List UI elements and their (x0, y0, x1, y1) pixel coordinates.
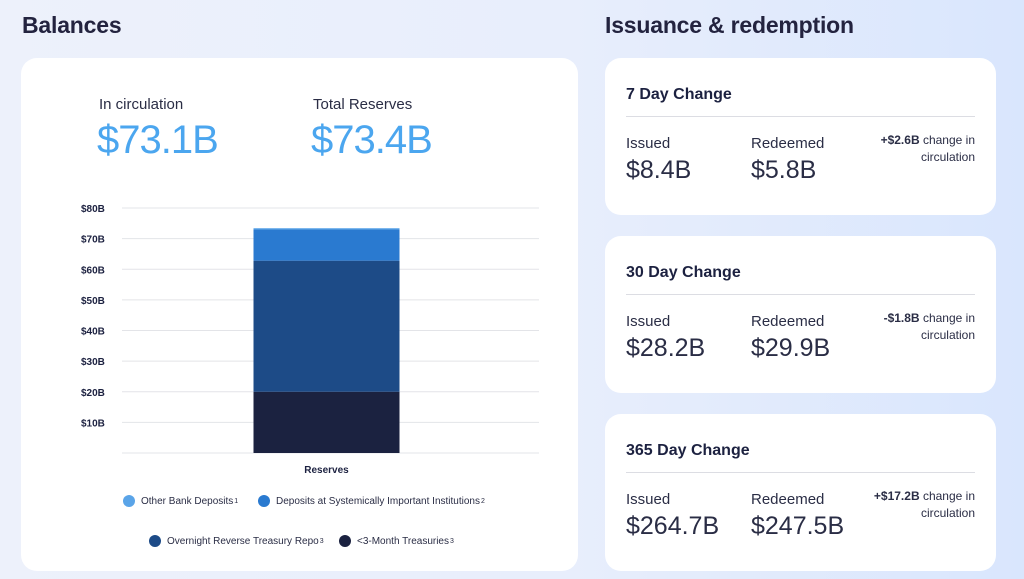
y-tick-label: $70B (81, 235, 105, 246)
issued-label: Issued (626, 135, 671, 152)
issued-value: $264.7B (626, 512, 720, 540)
redeemed-label: Redeemed (751, 135, 825, 152)
redeemed-value: $29.9B (751, 334, 831, 362)
balances-title: Balances (22, 12, 122, 38)
y-tick-label: $50B (81, 296, 105, 307)
y-tick-label: $80B (81, 204, 105, 215)
circulation-change-amount: -$1.8B (883, 311, 920, 325)
y-tick-label: $10B (81, 418, 105, 429)
issued-label: Issued (626, 313, 671, 330)
legend-label: Other Bank Deposits (141, 495, 234, 507)
legend-label: Deposits at Systemically Important Insti… (276, 495, 480, 507)
issued-value: $28.2B (626, 334, 706, 362)
circulation-change-note: -$1.8B change in circulation (855, 310, 975, 344)
issuance-title: Issuance & redemption (605, 12, 854, 38)
circulation-change-amount: +$17.2B (873, 489, 920, 503)
in-circulation-label: In circulation (99, 96, 184, 113)
divider (626, 294, 975, 295)
bar-segment (253, 229, 400, 261)
legend-swatch (258, 495, 270, 507)
divider (626, 116, 975, 117)
circulation-change-note: +$17.2B change in circulation (855, 488, 975, 522)
total-reserves-label: Total Reserves (313, 96, 413, 113)
change-card-title: 7 Day Change (626, 86, 732, 103)
legend-footnote: 1 (234, 497, 239, 505)
bar-segment (253, 260, 400, 392)
change-card-title: 30 Day Change (626, 264, 741, 281)
legend-swatch (339, 535, 351, 547)
total-reserves-value: $73.4B (311, 118, 433, 162)
y-tick-label: $30B (81, 357, 105, 368)
issued-label: Issued (626, 491, 671, 508)
y-tick-label: $40B (81, 327, 105, 338)
x-category-label: Reserves (304, 465, 349, 476)
legend-item-other-bank-deposits: Other Bank Deposits 1 (123, 495, 238, 507)
redeemed-value: $247.5B (751, 512, 845, 540)
legend-footnote: 3 (319, 537, 324, 545)
legend-item-systemically-important-deposits: Deposits at Systemically Important Insti… (258, 495, 485, 507)
y-tick-label: $20B (81, 388, 105, 399)
legend-footnote: 3 (450, 537, 454, 545)
bar-segment (253, 228, 400, 230)
legend-label: Overnight Reverse Treasury Repo (167, 535, 319, 547)
bar-segment (253, 391, 400, 453)
change-card-title: 365 Day Change (626, 442, 750, 459)
legend-footnote: 2 (480, 497, 485, 505)
in-circulation-value: $73.1B (97, 118, 219, 162)
circulation-change-text: change in circulation (920, 133, 975, 164)
divider (626, 472, 975, 473)
legend-label: <3-Month Treasuries (357, 535, 449, 547)
change-card-7-day: 7 Day Change Issued $8.4B Redeemed $5.8B… (605, 58, 996, 215)
redeemed-value: $5.8B (751, 156, 817, 184)
change-card-365-day: 365 Day Change Issued $264.7B Redeemed $… (605, 414, 996, 571)
legend-swatch (149, 535, 161, 547)
circulation-change-note: +$2.6B change in circulation (855, 132, 975, 166)
redeemed-label: Redeemed (751, 491, 825, 508)
balances-card: In circulation $73.1B Total Reserves $73… (21, 58, 578, 571)
change-card-30-day: 30 Day Change Issued $28.2B Redeemed $29… (605, 236, 996, 393)
reserves-chart: $10B $20B $30B $40B $50B $60B $70B $80B Reserves (81, 204, 539, 476)
legend-item-overnight-reverse-repo: Overnight Reverse Treasury Repo 3 (149, 535, 324, 547)
y-tick-label: $60B (81, 265, 105, 276)
circulation-change-amount: +$2.6B (880, 133, 920, 147)
redeemed-label: Redeemed (751, 313, 825, 330)
issued-value: $8.4B (626, 156, 692, 184)
circulation-change-text: change in circulation (920, 489, 975, 520)
circulation-change-text: change in circulation (920, 311, 975, 342)
legend-swatch (123, 495, 135, 507)
legend-item-treasuries: <3-Month Treasuries 3 (339, 535, 454, 547)
